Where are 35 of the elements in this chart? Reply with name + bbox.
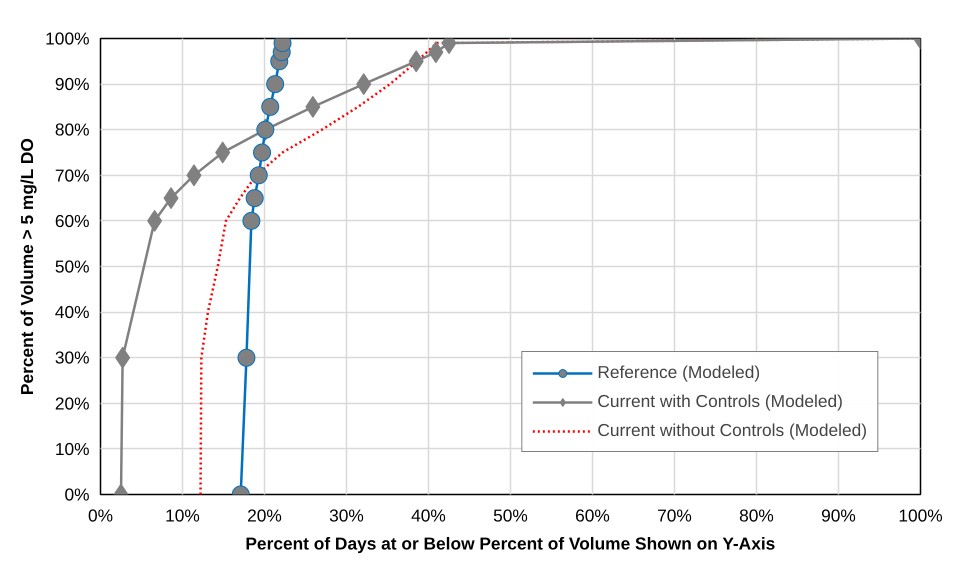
y-tick-label: 20% xyxy=(54,393,90,414)
point xyxy=(237,348,256,367)
y-tick-label: 80% xyxy=(54,120,90,140)
y-tick-label: 50% xyxy=(54,256,90,276)
point xyxy=(253,144,272,162)
x-tick-label: 60% xyxy=(575,506,610,526)
x-tick-label: 40% xyxy=(411,506,446,526)
x-tick-label: 20% xyxy=(247,506,282,526)
y-tick-label: 0% xyxy=(64,484,90,504)
point xyxy=(266,75,284,94)
y-tick-label: 30% xyxy=(54,348,90,368)
legend-label: Current with Controls (Modeled) xyxy=(597,391,843,412)
point xyxy=(250,166,268,184)
x-tick-label: 0% xyxy=(88,506,114,526)
point xyxy=(215,142,230,164)
y-tick-label: 90% xyxy=(54,74,90,94)
point xyxy=(261,98,280,116)
x-tick-label: 100% xyxy=(898,506,943,526)
x-tick-label: 30% xyxy=(329,506,364,526)
y-axis-title: Percent of Volume > 5 mg/L DO xyxy=(17,138,38,396)
x-tick-label: 10% xyxy=(165,506,200,526)
x-tick-label: 50% xyxy=(493,506,528,526)
point xyxy=(242,212,260,230)
legend-label: Reference (Modeled) xyxy=(597,362,760,383)
x-tick-label: 80% xyxy=(739,506,774,526)
y-tick-label: 10% xyxy=(54,438,90,459)
y-tick-label: 40% xyxy=(54,302,90,322)
y-tick-label: 60% xyxy=(54,210,90,231)
y-tick-label: 70% xyxy=(54,165,90,186)
x-axis-title: Percent of Days at or Below Percent of Volume Shown on Y-Axis xyxy=(245,534,776,554)
x-tick-label: 90% xyxy=(821,506,856,526)
x-tick-label: 70% xyxy=(657,506,692,526)
y-tick-label: 100% xyxy=(45,28,90,48)
point xyxy=(246,189,264,208)
legend-label: Current without Controls (Modeled) xyxy=(597,420,867,441)
